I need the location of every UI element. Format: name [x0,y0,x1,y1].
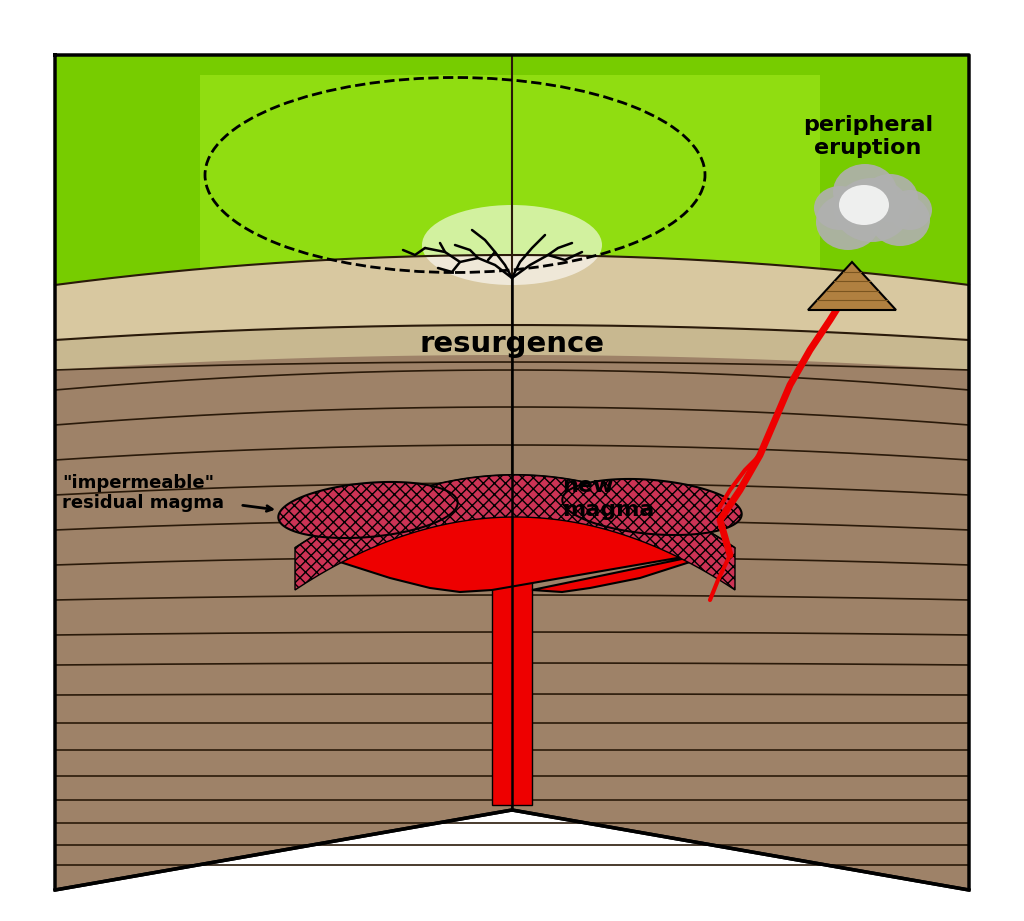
Polygon shape [295,475,735,590]
Polygon shape [55,55,969,890]
Polygon shape [279,482,458,538]
Ellipse shape [833,164,897,220]
Polygon shape [55,325,969,370]
Ellipse shape [834,178,910,242]
Ellipse shape [839,185,889,225]
Polygon shape [295,475,735,592]
Ellipse shape [888,190,932,230]
Polygon shape [55,55,969,285]
Polygon shape [492,570,532,805]
Text: "impermeable"
residual magma: "impermeable" residual magma [62,473,224,512]
Text: resurgence: resurgence [420,330,604,358]
Ellipse shape [814,186,866,230]
Ellipse shape [816,194,880,250]
Polygon shape [200,75,820,269]
Ellipse shape [862,174,918,222]
Ellipse shape [422,205,602,285]
Text: peripheral
eruption: peripheral eruption [803,115,933,158]
Ellipse shape [870,194,930,246]
Polygon shape [562,479,741,535]
Polygon shape [55,255,969,340]
Polygon shape [808,262,896,310]
Text: new
magma: new magma [562,476,654,519]
